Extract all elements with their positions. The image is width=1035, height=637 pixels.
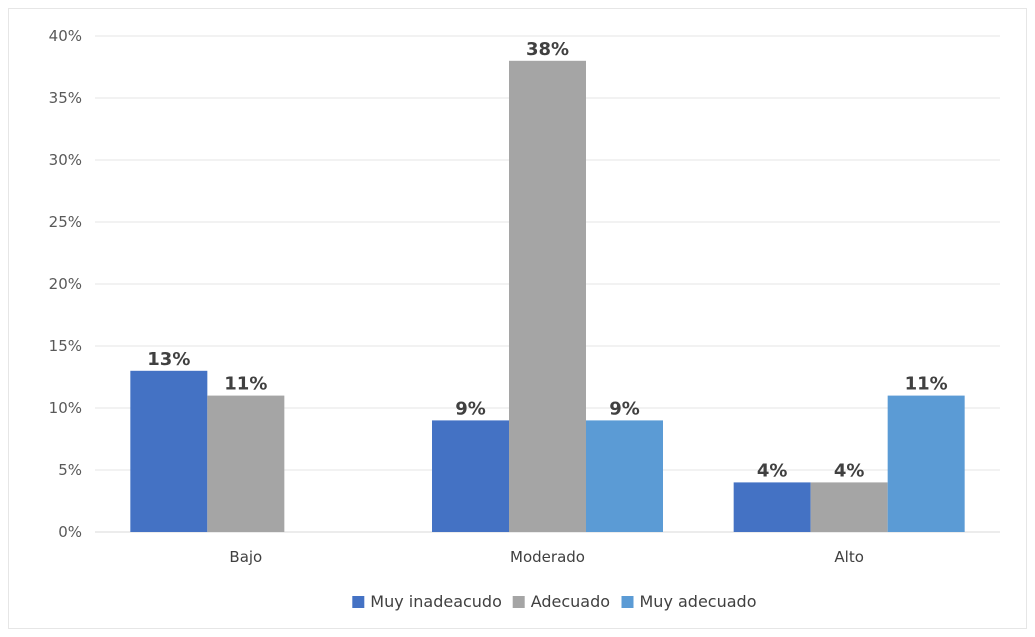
category-label-alto: Alto xyxy=(834,548,864,566)
bar-bajo-2 xyxy=(207,395,285,532)
data-label-alto-2: 4% xyxy=(834,460,865,481)
data-label-moderado-1: 9% xyxy=(455,398,486,419)
data-label-moderado-3: 9% xyxy=(609,398,640,419)
y-tick-label-20: 20% xyxy=(49,275,82,293)
category-label-moderado: Moderado xyxy=(510,548,585,566)
data-label-bajo-1: 13% xyxy=(147,349,190,370)
y-tick-label-30: 30% xyxy=(49,151,82,169)
data-label-bajo-2: 11% xyxy=(224,374,267,395)
legend-label-muy-adecuado: Muy adecuado xyxy=(640,592,757,611)
data-label-alto-3: 11% xyxy=(905,374,948,395)
data-label-alto-1: 4% xyxy=(757,460,788,481)
bar-moderado-1 xyxy=(432,420,509,532)
y-tick-label-25: 25% xyxy=(49,213,82,231)
y-tick-label-35: 35% xyxy=(49,89,82,107)
bar-moderado-2 xyxy=(509,60,586,533)
y-tick-label-10: 10% xyxy=(49,399,82,417)
bar-bajo-1 xyxy=(130,370,208,532)
legend-label-adecuado: Adecuado xyxy=(531,592,610,611)
legend-swatch-muy-inadeacudo xyxy=(352,596,365,608)
bar-alto-2 xyxy=(810,482,888,532)
legend-label-muy-inadeacudo: Muy inadeacudo xyxy=(370,592,502,611)
category-label-bajo: Bajo xyxy=(229,548,262,566)
bar-alto-1 xyxy=(733,482,811,532)
chart-frame xyxy=(8,8,1027,629)
data-label-moderado-2: 38% xyxy=(526,39,569,60)
y-tick-label-5: 5% xyxy=(58,461,82,479)
bar-moderado-3 xyxy=(586,420,663,532)
y-tick-label-0: 0% xyxy=(58,523,82,541)
y-tick-label-40: 40% xyxy=(49,27,82,45)
bar-alto-3 xyxy=(887,395,965,532)
legend-swatch-adecuado xyxy=(512,596,525,608)
y-tick-label-15: 15% xyxy=(49,337,82,355)
legend-swatch-muy-adecuado xyxy=(621,596,634,608)
